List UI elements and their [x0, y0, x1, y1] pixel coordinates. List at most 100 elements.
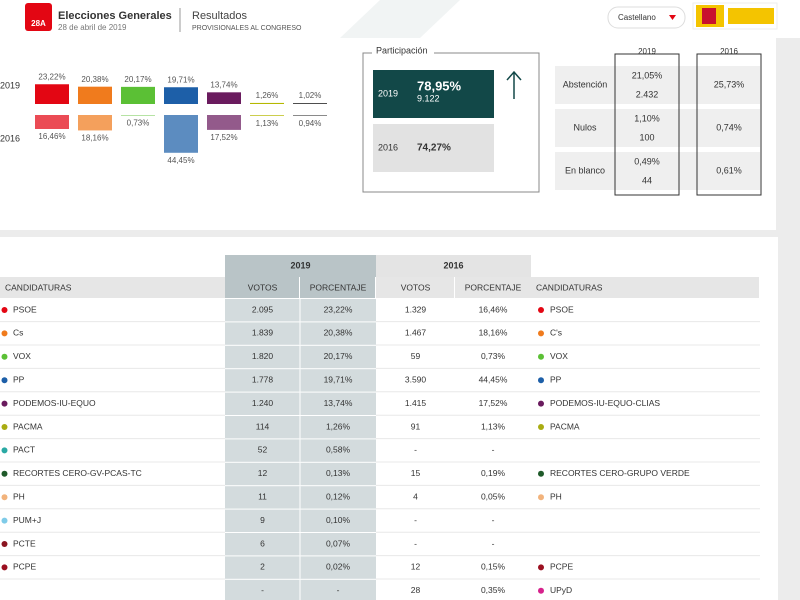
bar-label: 1,13%: [256, 119, 279, 128]
party-dot: [1, 494, 8, 501]
percent: 0,02%: [326, 562, 351, 572]
bar-2016: [207, 115, 241, 130]
votes: -: [414, 445, 417, 455]
percent: 18,16%: [479, 328, 508, 338]
party-name: PH: [550, 491, 562, 501]
participation-percent: 74,27%: [417, 143, 451, 154]
votes: -: [414, 538, 417, 548]
votes: 3.590: [405, 374, 427, 384]
bar-label: 0,73%: [127, 119, 150, 128]
votes: 1.467: [405, 328, 427, 338]
participation-2019: [373, 70, 494, 118]
participation-percent: 78,95%: [417, 78, 462, 93]
participation-title: Participación: [376, 45, 428, 55]
party-name: PACMA: [13, 421, 43, 431]
column-header: [376, 277, 454, 298]
bar-label: 1,02%: [299, 91, 322, 100]
bar-2019: [250, 102, 284, 104]
column-label: CANDIDATURAS: [536, 282, 603, 292]
party-dot: [1, 564, 8, 571]
party-dot: [538, 377, 544, 384]
votes: 52: [258, 445, 268, 455]
group-header: [225, 255, 376, 277]
bar-label: 17,52%: [210, 133, 237, 142]
percent: -: [492, 538, 495, 548]
decoration: [340, 0, 460, 38]
percent: 19,71%: [324, 374, 353, 384]
percent: -: [337, 585, 340, 595]
participation-votes: 9.122: [417, 93, 440, 103]
votes: 1.415: [405, 398, 427, 408]
party-dot: [538, 470, 544, 477]
party-name: PUM+J: [13, 515, 41, 525]
stat-value: 100: [639, 132, 654, 142]
percent: 0,10%: [326, 515, 351, 525]
votes: 15: [411, 468, 421, 478]
party-dot: [538, 330, 544, 337]
percent: 0,19%: [481, 468, 506, 478]
party-name: PCTE: [13, 538, 36, 548]
party-name: PSOE: [13, 304, 37, 314]
bar-2019: [164, 87, 198, 104]
party-name: C's: [550, 328, 562, 338]
column-header: [300, 277, 375, 298]
header-bg: [630, 47, 664, 57]
group-label: 2016: [443, 260, 463, 270]
party-name: VOX: [550, 351, 568, 361]
percent: 20,38%: [324, 328, 353, 338]
group-label: 2019: [290, 260, 310, 270]
bar-2016: [35, 115, 69, 129]
percent: 44,45%: [479, 374, 508, 384]
stat-value: 1,10%: [634, 113, 660, 123]
language-select[interactable]: [607, 6, 686, 29]
percent: 16,46%: [479, 304, 508, 314]
bar-label: 23,22%: [38, 72, 65, 81]
percent: -: [492, 445, 495, 455]
votes: 59: [411, 351, 421, 361]
stat-label: Nulos: [573, 122, 597, 132]
votes: 2.095: [252, 304, 274, 314]
stat-value: 21,05%: [632, 70, 663, 80]
party-name: VOX: [13, 351, 31, 361]
dropdown-arrow: [669, 15, 676, 20]
votes: 91: [411, 421, 421, 431]
participation-year: 2016: [378, 142, 398, 152]
party-dot: [1, 400, 8, 407]
column-header: [531, 277, 759, 298]
stat-value: 0,49%: [634, 156, 660, 166]
party-dot: [1, 424, 8, 430]
stat-value: 25,73%: [714, 79, 745, 89]
party-dot: [1, 470, 8, 477]
bar-2016: [121, 115, 155, 116]
party-name: PACT: [13, 445, 35, 455]
participation-box: [362, 52, 540, 193]
column-label: CANDIDATURAS: [5, 282, 72, 292]
column-header: [455, 277, 531, 298]
percent: 0,12%: [326, 491, 351, 501]
party-name: PSOE: [550, 304, 574, 314]
bar-2016: [164, 115, 198, 153]
votes: 4: [413, 491, 418, 501]
percent: 17,52%: [479, 398, 508, 408]
arrow-head: [506, 70, 522, 81]
bar-2019: [78, 86, 112, 104]
bar-2016: [250, 115, 284, 116]
bar-2019: [293, 103, 327, 104]
party-name: RECORTES CERO-GRUPO VERDE: [550, 468, 690, 478]
votes: 1.820: [252, 351, 274, 361]
year-label: 2019: [0, 80, 20, 90]
bar-label: 44,45%: [167, 156, 194, 165]
party-dot: [1, 377, 8, 384]
party-dot: [1, 541, 8, 547]
party-dot: [538, 307, 544, 313]
votes: 1.240: [252, 398, 274, 408]
percent: 0,15%: [481, 562, 506, 572]
section-subtitle: PROVISIONALES AL CONGRESO: [192, 25, 302, 32]
party-dot: [1, 353, 8, 360]
percent: 0,35%: [481, 585, 506, 595]
language-label[interactable]: Castellano: [618, 13, 656, 22]
stat-value: 0,61%: [716, 165, 742, 175]
party-dot: [1, 307, 8, 313]
